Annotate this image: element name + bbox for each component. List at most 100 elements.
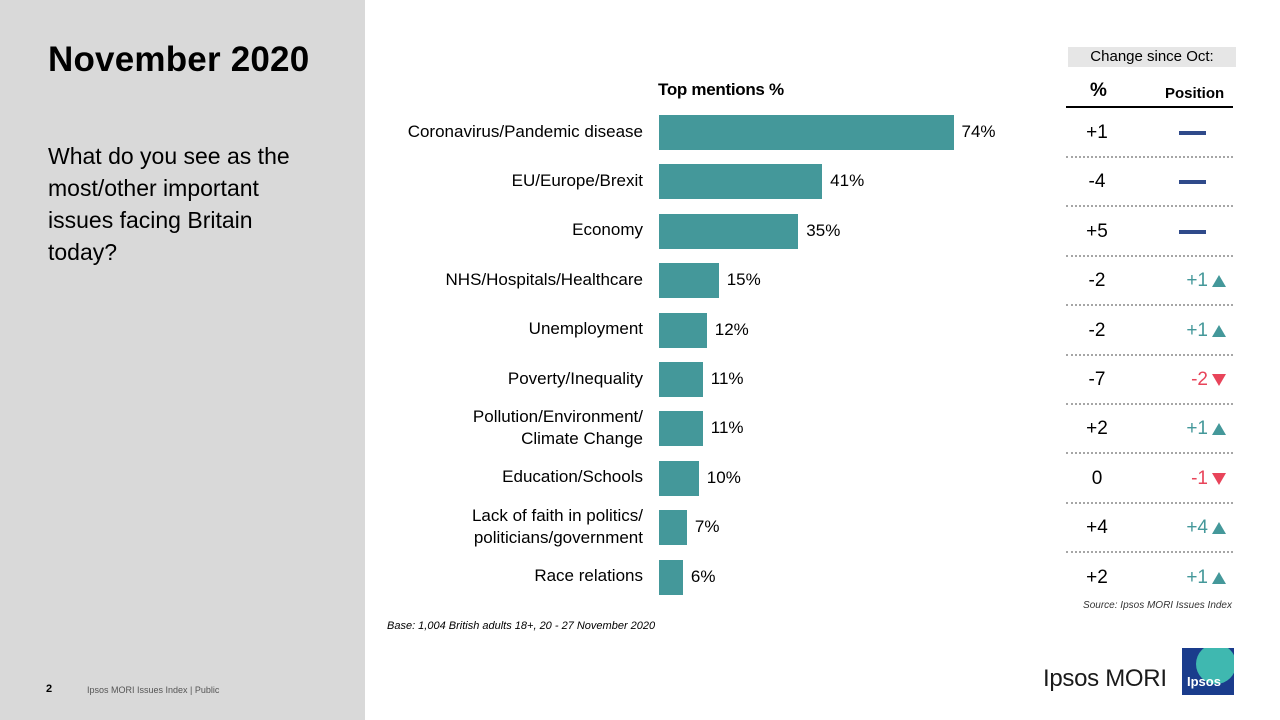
category-label-line: NHS/Hospitals/Healthcare bbox=[445, 269, 643, 289]
position-change-cell bbox=[1150, 170, 1230, 194]
percent-change-value: -7 bbox=[1088, 369, 1106, 390]
category-label: EU/Europe/Brexit bbox=[512, 170, 643, 192]
row-divider bbox=[1066, 501, 1233, 504]
bar-value-label: 15% bbox=[726, 270, 761, 290]
footer-text: Ipsos MORI Issues Index | Public bbox=[87, 685, 220, 695]
category-label-line: Lack of faith in politics/ bbox=[471, 505, 643, 525]
category-label: NHS/Hospitals/Healthcare bbox=[446, 269, 643, 291]
category-label-line: Unemployment bbox=[528, 319, 643, 339]
bar bbox=[659, 164, 823, 200]
position-change-cell: -1 bbox=[1150, 467, 1230, 491]
bar bbox=[659, 559, 683, 595]
no-change-dash-icon bbox=[1179, 131, 1206, 135]
position-change-value: +1 bbox=[1186, 319, 1208, 341]
bar-value-label: 10% bbox=[706, 467, 741, 487]
triangle-up-icon bbox=[1212, 324, 1226, 337]
no-change-dash-icon bbox=[1179, 229, 1206, 234]
column-header-percent: % bbox=[1090, 80, 1107, 101]
bar bbox=[659, 263, 719, 299]
bar bbox=[659, 460, 699, 496]
percent-change-value: 0 bbox=[1091, 467, 1103, 489]
percent-change-value: -2 bbox=[1088, 270, 1106, 292]
no-change-dash-icon bbox=[1179, 180, 1206, 185]
category-label-line: Climate Change bbox=[521, 428, 643, 448]
category-label-line: Race relations bbox=[534, 566, 643, 586]
percent-change-value: -4 bbox=[1088, 171, 1106, 193]
category-label: Race relations bbox=[534, 565, 643, 587]
change-header: Change since Oct: bbox=[1068, 47, 1236, 67]
category-label: Education/Schools bbox=[502, 466, 643, 488]
category-label-line: EU/Europe/Brexit bbox=[511, 170, 643, 190]
position-change-cell: +4 bbox=[1150, 516, 1230, 540]
bar bbox=[659, 510, 687, 546]
bar bbox=[659, 115, 954, 150]
bar-value-label: 11% bbox=[710, 418, 744, 438]
row-divider bbox=[1066, 156, 1233, 158]
row-divider bbox=[1066, 205, 1233, 208]
bar-value-label: 6% bbox=[690, 566, 716, 586]
triangle-up-icon bbox=[1212, 571, 1226, 584]
bar bbox=[659, 411, 703, 447]
position-change-value: +1 bbox=[1186, 566, 1208, 588]
category-label-line: Pollution/Environment/ bbox=[472, 406, 643, 426]
triangle-down-icon bbox=[1212, 374, 1226, 386]
left-panel bbox=[0, 0, 365, 720]
header-rule bbox=[1066, 106, 1233, 108]
row-divider bbox=[1066, 254, 1233, 257]
bar-value-label: 7% bbox=[694, 517, 720, 537]
position-change-value: +1 bbox=[1186, 418, 1208, 440]
percent-change-value: +4 bbox=[1086, 517, 1108, 539]
base-note: Base: 1,004 British adults 18+, 20 - 27 … bbox=[387, 620, 656, 632]
category-label: Economy bbox=[572, 219, 643, 241]
bar-value-label: 35% bbox=[806, 220, 841, 240]
question-text: What do you see as the most/other import… bbox=[48, 143, 290, 265]
column-header-position: Position bbox=[1165, 85, 1225, 102]
position-change-cell: +1 bbox=[1150, 417, 1230, 441]
category-label-line: Coronavirus/Pandemic disease bbox=[407, 121, 643, 141]
category-label: Unemployment bbox=[529, 318, 643, 340]
category-label-line: Education/Schools bbox=[502, 467, 643, 487]
category-label: Pollution/Environment/Climate Change bbox=[473, 406, 643, 450]
percent-change-value: -2 bbox=[1088, 319, 1106, 341]
bar bbox=[659, 312, 707, 348]
source-note: Source: Ipsos MORI Issues Index bbox=[1083, 600, 1232, 611]
ipsos-mori-logo-text: Ipsos MORI bbox=[1043, 665, 1167, 692]
bar-value-label: 12% bbox=[714, 319, 749, 339]
row-divider bbox=[1066, 403, 1233, 405]
triangle-up-icon bbox=[1212, 423, 1226, 436]
slide-number: 2 bbox=[46, 683, 53, 695]
position-change-cell bbox=[1150, 220, 1230, 244]
triangle-up-icon bbox=[1212, 275, 1226, 288]
triangle-down-icon bbox=[1212, 472, 1226, 485]
row-divider bbox=[1066, 304, 1233, 307]
percent-change-value: +2 bbox=[1086, 418, 1108, 440]
position-change-cell: +1 bbox=[1150, 319, 1230, 343]
percent-change-value: +1 bbox=[1086, 122, 1108, 143]
bar bbox=[659, 362, 703, 397]
triangle-up-icon bbox=[1212, 522, 1226, 535]
ipsos-logo-icon: Ipsos bbox=[1182, 648, 1234, 695]
row-divider bbox=[1066, 452, 1233, 455]
category-label-line: Poverty/Inequality bbox=[507, 368, 643, 388]
category-label-line: politicians/government bbox=[473, 527, 643, 547]
position-change-cell: +1 bbox=[1150, 566, 1230, 590]
position-change-cell: -2 bbox=[1150, 368, 1230, 392]
category-label: Coronavirus/Pandemic disease bbox=[408, 121, 643, 143]
bar-value-label: 41% bbox=[830, 171, 865, 191]
bar bbox=[659, 213, 799, 249]
row-divider bbox=[1066, 551, 1233, 554]
ipsos-logo-word: Ipsos bbox=[1187, 674, 1221, 689]
bar-value-label: 11% bbox=[710, 369, 744, 388]
position-change-value: +4 bbox=[1186, 517, 1208, 539]
bar-value-label: 74% bbox=[961, 122, 996, 141]
category-label: Lack of faith in politics/politicians/go… bbox=[472, 505, 643, 549]
chart-title: Top mentions % bbox=[658, 80, 784, 99]
category-label: Poverty/Inequality bbox=[508, 368, 643, 390]
position-change-value: +1 bbox=[1186, 270, 1208, 292]
position-change-cell bbox=[1150, 121, 1230, 145]
page-title: November 2020 bbox=[48, 40, 310, 79]
percent-change-value: +5 bbox=[1086, 220, 1108, 242]
row-divider bbox=[1066, 353, 1233, 356]
percent-change-value: +2 bbox=[1086, 566, 1108, 588]
position-change-value: -2 bbox=[1191, 369, 1208, 390]
